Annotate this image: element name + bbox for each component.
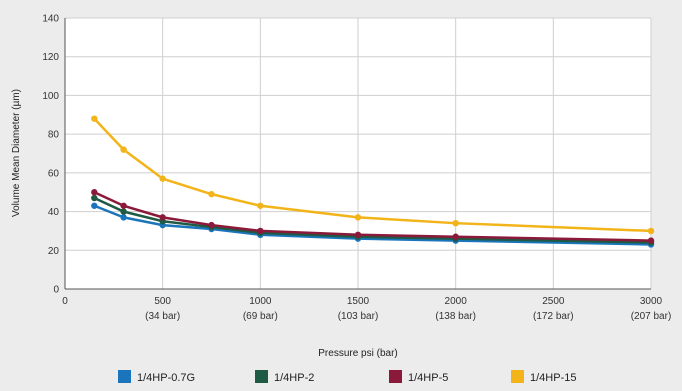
- data-point: [208, 221, 215, 229]
- legend-label: 1/4HP-0.7G: [137, 372, 195, 384]
- y-tick-label: 80: [48, 130, 60, 141]
- y-tick-label: 100: [42, 91, 59, 102]
- data-point: [647, 237, 655, 244]
- x-tick-sublabel: (172 bar): [533, 311, 574, 322]
- y-tick-label: 120: [42, 52, 59, 63]
- x-tick-sublabel: (103 bar): [338, 311, 379, 322]
- axes: [64, 18, 651, 290]
- series-lines: [91, 115, 655, 248]
- legend: 1/4HP-0.7G 1/4HP-2 1/4HP-5 1/4HP-15: [118, 370, 576, 384]
- legend-label: 1/4HP-5: [408, 372, 448, 384]
- y-tick-labels: 0 20 40 60 80 100 120 140: [42, 14, 59, 296]
- x-tick-label: 1500: [347, 296, 370, 307]
- data-point: [354, 214, 362, 221]
- data-point: [91, 194, 98, 202]
- x-tick-label: 1000: [249, 296, 272, 307]
- data-point: [120, 208, 127, 215]
- data-point: [91, 189, 98, 196]
- data-point: [452, 219, 459, 227]
- x-tick-sublabel: (138 bar): [435, 311, 476, 322]
- series-line: [93, 204, 652, 246]
- data-point: [120, 202, 127, 209]
- legend-item: 1/4HP-15: [511, 370, 576, 384]
- data-point: [159, 214, 166, 221]
- y-axis-title: Volume Mean Diameter (µm): [11, 89, 22, 217]
- y-tick-label: 60: [48, 168, 60, 179]
- legend-swatch: [118, 370, 131, 383]
- series-1/4HP-15: [91, 115, 655, 235]
- legend-label: 1/4HP-15: [530, 372, 576, 384]
- data-point: [91, 202, 98, 209]
- data-point: [120, 146, 127, 153]
- y-tick-label: 140: [42, 14, 59, 25]
- series-line: [93, 191, 652, 242]
- legend-swatch: [511, 370, 524, 383]
- x-tick-label: 500: [154, 296, 171, 307]
- data-point: [159, 175, 166, 182]
- x-tick-sublabel: (207 bar): [631, 311, 672, 322]
- data-point: [91, 115, 98, 122]
- legend-label: 1/4HP-2: [274, 372, 314, 384]
- data-point: [120, 214, 127, 221]
- grid: [65, 17, 652, 289]
- data-point: [647, 227, 655, 235]
- y-tick-label: 20: [48, 246, 60, 257]
- data-point: [257, 227, 264, 235]
- data-point: [208, 190, 215, 198]
- x-tick-labels: 0 500 (34 bar) 1000 (69 bar) 1500 (103 bar) 200…: [62, 296, 671, 322]
- data-point: [354, 231, 362, 238]
- x-tick-label: 0: [62, 296, 68, 307]
- x-tick-label: 3000: [640, 296, 663, 307]
- x-tick-label: 2000: [445, 296, 468, 307]
- series-line: [93, 196, 652, 244]
- x-tick-sublabel: (34 bar): [145, 311, 180, 322]
- x-tick-sublabel: (69 bar): [243, 311, 278, 322]
- legend-item: 1/4HP-5: [389, 370, 448, 384]
- series-1/4HP-5: [91, 189, 655, 244]
- y-tick-label: 40: [48, 207, 60, 218]
- y-tick-label: 0: [53, 285, 59, 296]
- data-point: [257, 202, 264, 209]
- data-point: [452, 233, 459, 240]
- legend-item: 1/4HP-0.7G: [118, 370, 195, 384]
- legend-swatch: [255, 370, 268, 383]
- x-axis-title: Pressure psi (bar): [318, 348, 397, 359]
- legend-item: 1/4HP-2: [255, 370, 314, 384]
- series-line: [93, 117, 652, 233]
- legend-swatch: [389, 370, 402, 383]
- x-tick-label: 2500: [542, 296, 565, 307]
